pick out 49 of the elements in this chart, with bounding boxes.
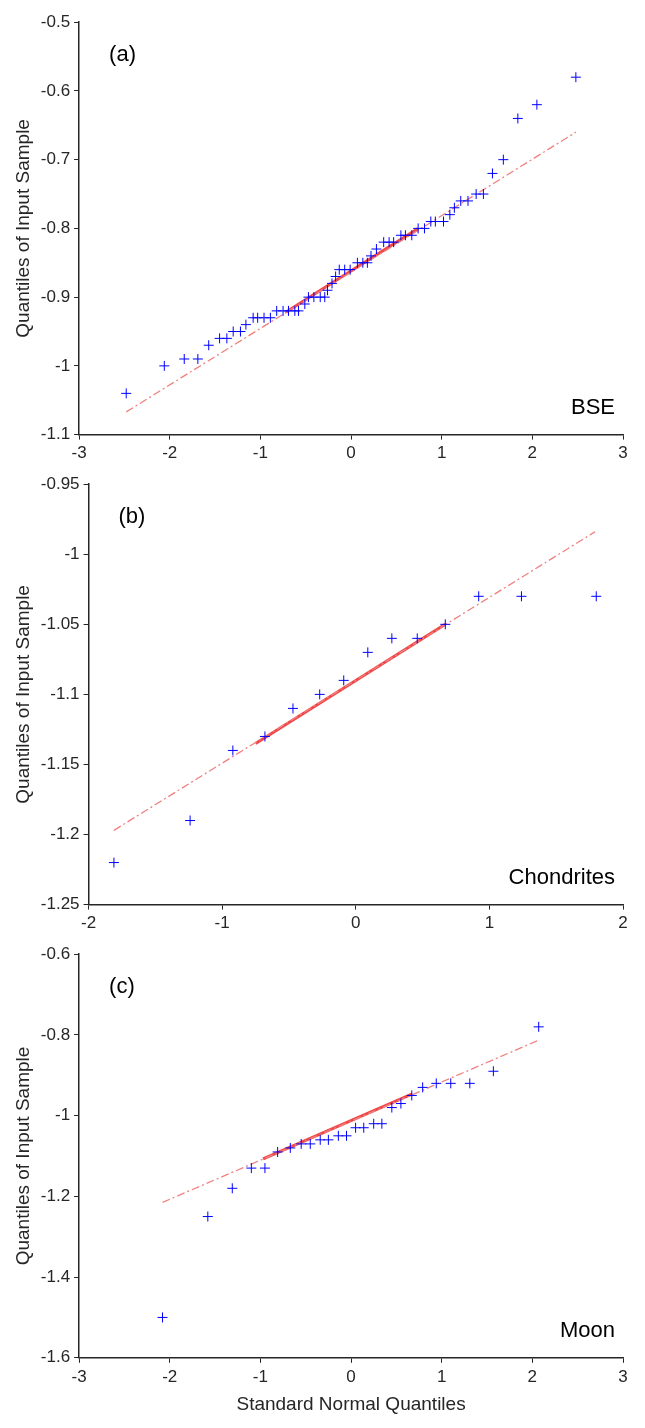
y-tick-label: -1 xyxy=(54,355,71,375)
y-tick-label: -0.6 xyxy=(40,80,71,100)
y-tick-label: -0.8 xyxy=(40,218,71,238)
y-tick-label: -0.8 xyxy=(40,1024,71,1044)
x-tick-label: 2 xyxy=(527,1366,538,1386)
y-axis-title: Quantiles of Input Sample xyxy=(11,119,33,338)
x-tick-label: -1 xyxy=(214,913,230,933)
annotation: Moon xyxy=(559,1316,615,1342)
x-tick-label: 0 xyxy=(346,1366,356,1386)
y-tick-label: -1.4 xyxy=(40,1266,71,1286)
annotation: (b) xyxy=(118,503,146,529)
y-tick-label: -1.6 xyxy=(40,1347,71,1367)
y-tick-label: -0.6 xyxy=(40,943,71,963)
y-tick-label: -1.2 xyxy=(40,1186,71,1206)
x-tick-label: 1 xyxy=(436,443,447,463)
y-tick-label: -0.95 xyxy=(40,473,80,493)
x-tick-label: 1 xyxy=(484,913,495,933)
x-tick-label: -2 xyxy=(162,1366,178,1386)
annotation: Chondrites xyxy=(508,863,615,889)
x-tick-label: 3 xyxy=(618,443,628,463)
x-tick-label: 2 xyxy=(527,443,538,463)
y-tick-label: -1 xyxy=(54,1105,71,1125)
y-tick-label: -1.1 xyxy=(50,684,80,704)
x-axis-title: Standard Normal Quantiles xyxy=(236,1392,466,1414)
x-tick-label: -2 xyxy=(162,443,178,463)
y-tick-label: -1.1 xyxy=(40,424,71,444)
y-tick-label: -1.25 xyxy=(40,894,80,914)
y-axis-title: Quantiles of Input Sample xyxy=(11,1046,33,1266)
y-axis-title: Quantiles of Input Sample xyxy=(11,585,33,804)
x-tick-label: -1 xyxy=(252,443,268,463)
x-tick-label: 1 xyxy=(436,1366,447,1386)
y-tick-label: -1 xyxy=(64,543,80,563)
x-tick-label: -3 xyxy=(71,443,87,463)
y-tick-label: -1.15 xyxy=(40,754,80,774)
y-tick-label: -1.05 xyxy=(40,614,80,634)
y-tick-label: -0.5 xyxy=(40,11,71,31)
x-tick-label: 0 xyxy=(346,443,356,463)
y-tick-label: -0.7 xyxy=(40,149,71,169)
x-tick-label: -3 xyxy=(71,1366,87,1386)
x-tick-label: 2 xyxy=(618,913,628,933)
x-tick-label: -2 xyxy=(80,913,97,933)
y-tick-label: -0.9 xyxy=(40,286,71,306)
y-tick-label: -1.2 xyxy=(50,824,80,844)
annotation: BSE xyxy=(570,393,615,419)
x-tick-label: -1 xyxy=(252,1366,268,1386)
annotation: (a) xyxy=(109,41,136,67)
x-tick-label: 0 xyxy=(351,913,361,933)
x-tick-label: 3 xyxy=(618,1366,628,1386)
annotation: (c) xyxy=(109,973,135,999)
